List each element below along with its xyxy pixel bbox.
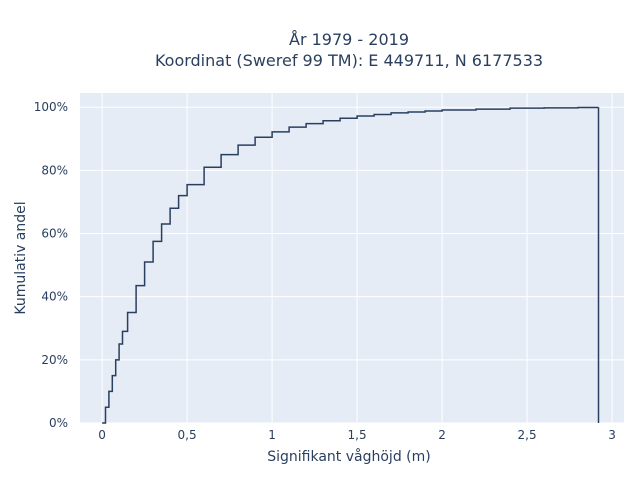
chart-title-line-1: År 1979 - 2019 [289,30,409,49]
x-tick-label: 3 [608,428,616,442]
x-tick-label: 1,5 [348,428,367,442]
chart-title-line-2: Koordinat (Sweref 99 TM): E 449711, N 61… [155,51,543,70]
cdf-step-line [102,106,600,424]
x-tick-label: 2,5 [518,428,537,442]
x-axis: 0 0,5 1 1,5 2 2,5 3 [98,428,616,442]
y-tick-label: 40% [41,290,68,304]
x-tick-label: 0,5 [178,428,197,442]
series-layer [102,106,600,424]
y-tick-label: 20% [41,353,68,367]
y-axis: 0% 20% 40% 60% 80% 100% [34,100,68,430]
x-tick-label: 1 [268,428,276,442]
y-tick-label: 0% [49,416,68,430]
y-tick-label: 80% [41,163,68,177]
x-tick-label: 2 [438,428,446,442]
x-axis-title: Signifikant våghöjd (m) [267,448,430,465]
y-tick-label: 100% [34,100,68,114]
y-tick-label: 60% [41,227,68,241]
y-axis-title: Kumulativ andel [13,201,29,314]
grid [80,93,624,424]
x-tick-label: 0 [98,428,106,442]
plot-area [80,93,624,423]
